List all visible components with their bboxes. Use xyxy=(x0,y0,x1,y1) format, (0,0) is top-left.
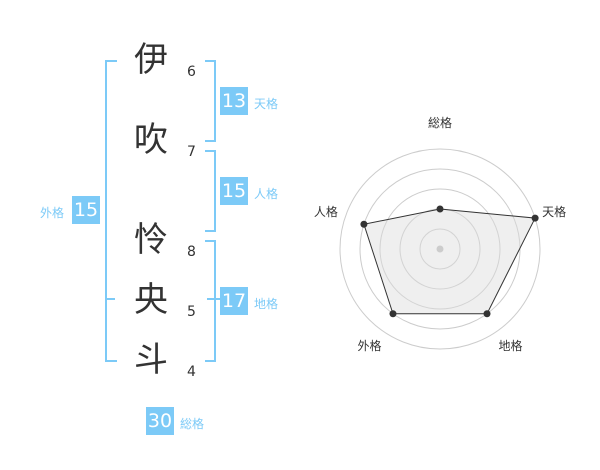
radar-point xyxy=(389,310,397,318)
radar-axis-label: 外格 xyxy=(357,338,381,353)
radar-axis-label: 総格 xyxy=(428,115,452,130)
stroke-count-5: 4 xyxy=(187,364,196,380)
name-char-5: 斗 xyxy=(134,340,168,380)
radar-point xyxy=(531,214,539,222)
chikaku-bracket-tick xyxy=(207,298,217,300)
chikaku-bracket xyxy=(205,240,216,362)
stroke-count-4: 5 xyxy=(187,304,196,320)
radar-point xyxy=(360,220,368,228)
name-char-4: 央 xyxy=(134,280,168,320)
radar-axis-label: 地格 xyxy=(499,338,523,353)
radar-ring xyxy=(419,228,461,270)
radar-center xyxy=(436,245,444,253)
jinkaku-value: 15 xyxy=(220,177,248,205)
radar-axis-label: 天格 xyxy=(542,204,566,219)
soukaku-value: 30 xyxy=(146,407,174,435)
radar-point xyxy=(436,205,444,213)
soukaku-label: 総格 xyxy=(180,417,205,431)
gaikaku-bracket-tick xyxy=(105,298,115,300)
name-char-3: 怜 xyxy=(134,220,168,260)
tenkaku-bracket xyxy=(205,60,216,142)
radar-axis-label: 人格 xyxy=(314,204,338,219)
name-char-1: 伊 xyxy=(134,40,168,80)
chikaku-connector xyxy=(214,298,220,300)
gaikaku-bracket xyxy=(105,60,117,362)
gaikaku-value: 15 xyxy=(72,196,100,224)
radar-point xyxy=(483,310,491,318)
gaikaku-label: 外格 xyxy=(40,206,65,220)
tenkaku-label: 天格 xyxy=(254,97,279,111)
jinkaku-bracket xyxy=(205,150,216,232)
stroke-count-3: 8 xyxy=(187,244,196,260)
stroke-count-1: 6 xyxy=(187,64,196,80)
radar-area xyxy=(363,208,536,315)
radar-ring xyxy=(339,148,541,350)
radar-ring xyxy=(379,188,501,310)
tenkaku-value: 13 xyxy=(220,87,248,115)
stroke-count-2: 7 xyxy=(187,144,196,160)
jinkaku-label: 人格 xyxy=(254,187,279,201)
chikaku-value: 17 xyxy=(220,287,248,315)
name-char-2: 吹 xyxy=(134,120,168,160)
chikaku-label: 地格 xyxy=(254,297,279,311)
